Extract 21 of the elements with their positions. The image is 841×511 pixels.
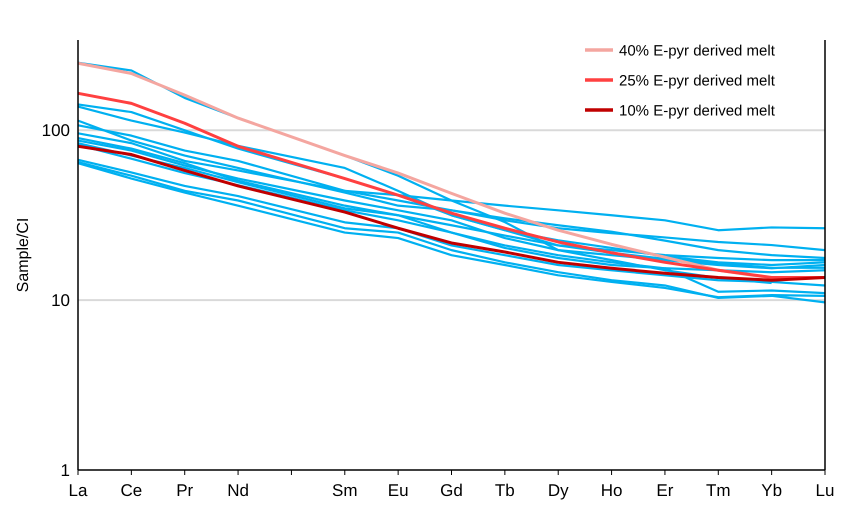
x-tick-label: La — [68, 481, 88, 500]
legend-label: 25% E-pyr derived melt — [619, 72, 776, 90]
x-tick-label: Yb — [761, 481, 782, 500]
x-tick-label: Dy — [548, 481, 570, 500]
y-axis-title: Sample/CI — [15, 218, 32, 292]
x-tick-label: Lu — [816, 481, 834, 500]
y-tick-label: 10 — [51, 291, 70, 310]
y-tick-label: 100 — [42, 121, 70, 140]
x-tick-label: Ce — [120, 481, 142, 500]
x-tick-label: Sm — [332, 481, 358, 500]
y-tick-label: 1 — [60, 460, 70, 480]
x-tick-label: Pr — [176, 481, 194, 500]
x-tick-label: Er — [656, 481, 674, 500]
legend-label: 10% E-pyr derived melt — [619, 102, 776, 120]
x-tick-label: Nd — [227, 481, 249, 500]
legend-label: 40% E-pyr derived melt — [619, 42, 776, 60]
x-tick-label: Tb — [494, 481, 515, 500]
x-tick-label: Tm — [706, 481, 731, 500]
x-tick-label: Gd — [440, 481, 463, 500]
x-tick-label: Eu — [388, 481, 409, 500]
x-tick-label: Ho — [600, 481, 622, 500]
